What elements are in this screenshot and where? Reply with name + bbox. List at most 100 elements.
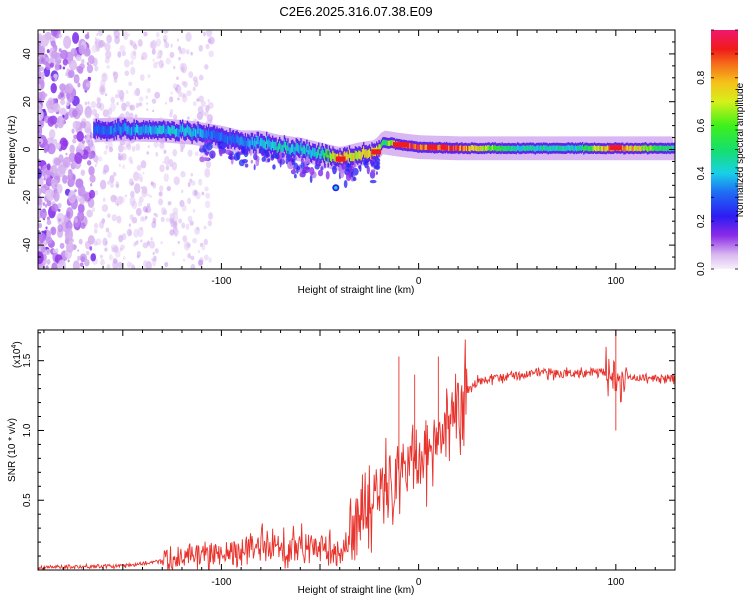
transition-blob: [309, 167, 315, 176]
ridge-core: [205, 129, 208, 139]
noise-blob: [57, 259, 67, 269]
ridge-core: [586, 145, 589, 151]
noise-blob: [66, 242, 73, 251]
snr-y-label: SNR (10 * v/v): [7, 418, 18, 482]
ridge-core: [635, 145, 637, 151]
ridge-core: [170, 127, 172, 136]
noise-blob: [62, 58, 68, 66]
transition-blob: [296, 166, 301, 171]
ridge-core: [255, 141, 257, 150]
noise-blob: [158, 191, 163, 197]
ridge-core: [652, 145, 655, 152]
noise-blob: [205, 43, 210, 50]
ridge-core: [245, 141, 248, 150]
noise-blob: [143, 260, 148, 268]
noise-blob: [118, 234, 124, 243]
ridge-core: [215, 132, 217, 142]
ridge-core: [545, 145, 547, 151]
ridge-core: [269, 140, 271, 150]
ridge-core: [413, 143, 416, 150]
ridge-core: [234, 137, 236, 146]
noise-blob: [197, 227, 200, 231]
ridge-core: [469, 146, 471, 152]
ridge-core: [301, 147, 303, 156]
noise-blob: [187, 253, 191, 259]
ridge-core: [464, 145, 467, 151]
ridge-core: [599, 145, 602, 152]
noise-blob: [188, 71, 194, 79]
snr-ticks: -100 0 100 0.5 1.0 1.5: [22, 330, 676, 588]
noise-blob: [107, 213, 111, 219]
transition-blob: [279, 158, 282, 168]
ridge-core: [224, 135, 226, 144]
noise-blob: [173, 176, 180, 186]
ridge-core: [167, 125, 170, 134]
noise-blob: [169, 217, 175, 224]
ridge-core: [132, 126, 134, 136]
snr-scale-exponent: 4: [11, 345, 18, 349]
ridge-core: [276, 146, 279, 155]
noise-blob: [40, 34, 49, 47]
noise-blob: [147, 145, 150, 148]
ridge-core: [326, 149, 328, 158]
ridge-core: [357, 152, 359, 161]
noise-blob: [151, 48, 156, 55]
ridge-core: [584, 145, 586, 151]
noise-blob: [57, 59, 62, 64]
ridge-core: [366, 150, 368, 159]
transition-blob: [261, 156, 266, 162]
ridge-core: [555, 145, 558, 151]
noise-blob: [190, 180, 196, 186]
noise-blob: [100, 79, 106, 88]
ridge-core: [514, 145, 516, 152]
ridge-core: [456, 144, 458, 151]
noise-blob: [69, 144, 75, 154]
noise-blob: [178, 56, 181, 61]
noise-blob: [80, 169, 86, 176]
ridge-core: [270, 142, 273, 151]
ridge-core: [114, 123, 116, 133]
ridge-core: [462, 146, 464, 152]
ridge-core: [216, 130, 218, 140]
ridge-core: [106, 128, 108, 138]
transition-blob: [206, 142, 213, 151]
ridge-core: [107, 125, 109, 135]
ridge-core: [667, 145, 669, 151]
noise-blob: [134, 114, 138, 119]
noise-blob: [79, 262, 84, 267]
ridge-core: [520, 146, 522, 152]
noise-blob: [181, 93, 188, 103]
ridge-core: [625, 145, 628, 151]
noise-blob: [108, 254, 113, 261]
ridge-core: [467, 146, 469, 152]
noise-blob: [91, 108, 97, 116]
noise-blob: [105, 50, 112, 59]
ridge-core: [603, 145, 605, 152]
noise-blob: [89, 189, 96, 199]
transition-blob: [289, 156, 293, 160]
ridge-core: [626, 145, 629, 151]
ridge-core: [100, 127, 102, 136]
noise-blob: [38, 138, 44, 145]
noise-blob: [45, 100, 53, 110]
ridge-core: [146, 125, 148, 134]
noise-blob: [152, 217, 157, 224]
ridge-core: [580, 145, 583, 151]
noise-blob: [38, 160, 41, 166]
colorbar-tick-label: 0.6: [696, 118, 707, 132]
transition-blob: [290, 169, 297, 175]
noise-blob: [103, 74, 106, 78]
noise-blob: [51, 136, 54, 141]
noise-blob: [128, 156, 133, 163]
noise-blob: [78, 238, 83, 245]
ridge-core: [522, 145, 525, 151]
ridge-core: [656, 145, 658, 152]
ridge-core: [194, 128, 197, 138]
transition-blob: [374, 158, 381, 163]
ridge-core: [105, 125, 107, 135]
noise-blob: [104, 247, 108, 252]
noise-blob: [65, 220, 73, 231]
ridge-core: [248, 138, 250, 148]
ridge-core: [329, 152, 332, 161]
